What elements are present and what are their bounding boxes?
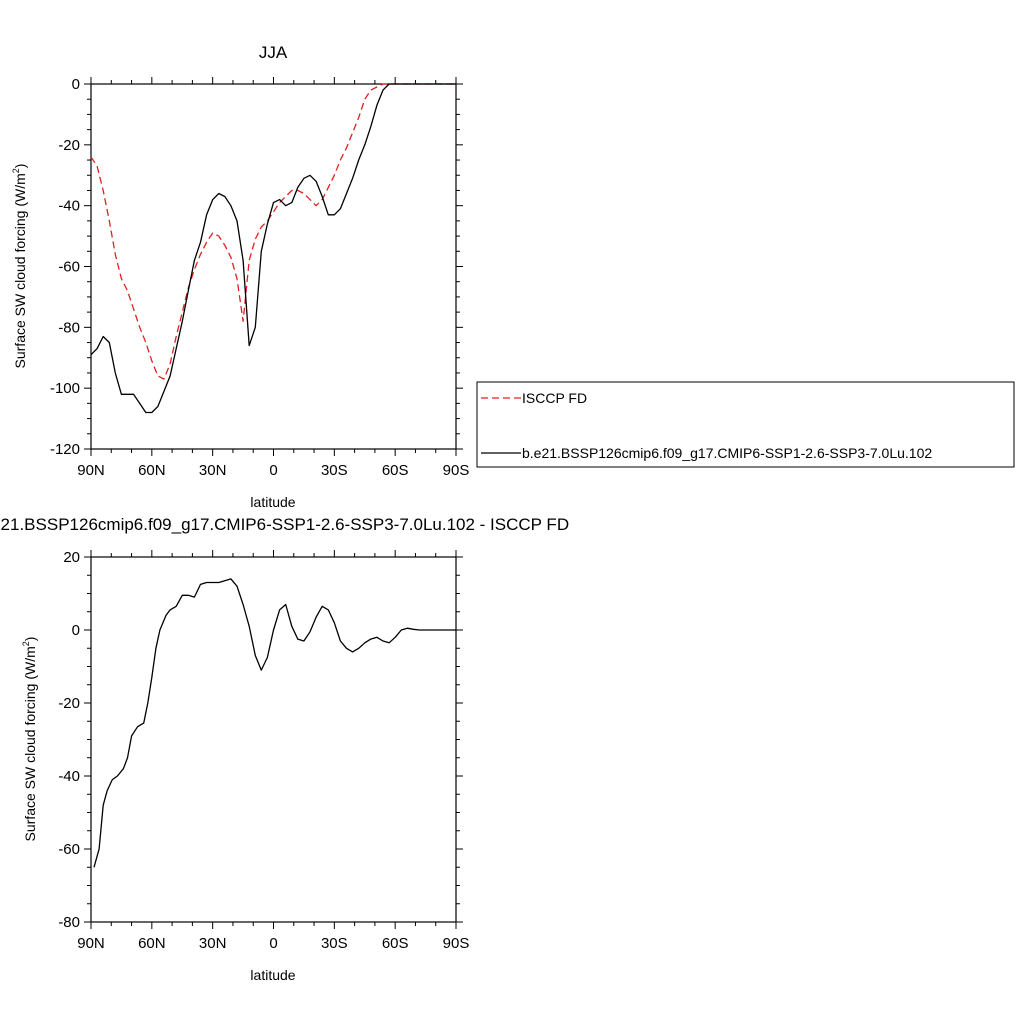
bottom-chart-y-axis-label: Surface SW cloud forcing (W/m2)	[21, 637, 38, 842]
top-chart-x-tick-label: 60S	[382, 462, 409, 479]
bottom-chart-x-tick-label: 90S	[443, 935, 470, 952]
top-chart-y-tick-label: 0	[72, 76, 80, 93]
bottom-chart-y-tick-label: -60	[58, 841, 80, 858]
top-chart-y-tick-label: -100	[50, 380, 80, 397]
top-chart-y-tick-label: -60	[58, 259, 80, 276]
top-chart-y-tick-label: -80	[58, 319, 80, 336]
top-chart-y-axis-label-main: Surface SW cloud forcing (W/m	[12, 173, 28, 368]
bottom-chart-x-tick-label: 60S	[382, 935, 409, 952]
bottom-chart-title: b.e21.BSSP126cmip6.f09_g17.CMIP6-SSP1-2.…	[0, 515, 569, 534]
bottom-chart-panel: b.e21.BSSP126cmip6.f09_g17.CMIP6-SSP1-2.…	[0, 515, 569, 983]
bottom-chart-y-tick-label: -40	[58, 768, 80, 785]
top-chart-series	[90, 83, 456, 414]
top-chart-y-tick-label: -120	[50, 441, 80, 458]
bottom-chart-x-tick-label: 30N	[199, 935, 227, 952]
bottom-chart-series	[93, 578, 456, 868]
top-chart-title: JJA	[259, 43, 288, 62]
top-chart-x-tick-label: 90N	[77, 462, 105, 479]
legend-label-model: b.e21.BSSP126cmip6.f09_g17.CMIP6-SSP1-2.…	[522, 445, 932, 461]
bottom-chart-x-tick-label: 0	[269, 935, 277, 952]
top-chart-x-tick-label: 0	[269, 462, 277, 479]
top-chart-y-tick-label: -20	[58, 137, 80, 154]
bottom-chart-x-tick-label: 30S	[321, 935, 348, 952]
top-chart-x-tick-label: 90S	[443, 462, 470, 479]
bottom-chart-y-axis-label-close: )	[22, 637, 38, 642]
bottom-chart-x-axis-label: latitude	[250, 967, 295, 983]
bottom-chart-y-tick-label: 20	[63, 549, 80, 566]
top-chart-y-axis-label: Surface SW cloud forcing (W/m2)	[11, 164, 28, 369]
top-chart-x-tick-label: 30N	[199, 462, 227, 479]
top-chart-y-axis-label-close: )	[12, 164, 28, 169]
top-chart-y-tick-label: -40	[58, 198, 80, 215]
bottom-chart-y-axis-label-main: Surface SW cloud forcing (W/m	[22, 646, 38, 841]
top-chart-x-axis-label: latitude	[250, 494, 295, 510]
top-chart-series-line-1	[90, 83, 456, 414]
legend-box	[476, 381, 1015, 468]
bottom-chart-y-tick-label: 0	[72, 622, 80, 639]
bottom-chart-x-tick-label: 60N	[138, 935, 166, 952]
bottom-chart-y-tick-label: -80	[58, 914, 80, 931]
top-chart-x-tick-label: 30S	[321, 462, 348, 479]
top-chart-y-axis-label-superscript: 2	[11, 168, 21, 173]
top-chart-legend: ISCCP FD b.e21.BSSP126cmip6.f09_g17.CMIP…	[476, 381, 1015, 468]
bottom-chart-x-tick-label: 90N	[77, 935, 105, 952]
bottom-chart-y-axis-label-superscript: 2	[21, 641, 31, 646]
bottom-chart-y-tick-label: -20	[58, 695, 80, 712]
top-chart-ticks: 90N 60N 30N 0 30S 60S 90S 0 -20 -40 -60 -80 -100 -120	[50, 76, 469, 479]
bottom-chart-ticks: 90N 60N 30N 0 30S 60S 90S 20 0 -20 -40 -60 -80	[58, 549, 469, 952]
top-chart-x-tick-label: 60N	[138, 462, 166, 479]
top-chart-panel: JJA 90N 60N 30N 0 30S 60S 90S 0 -20 -40 -60 -80 -100…	[11, 43, 1015, 510]
legend-label-isccp: ISCCP FD	[522, 390, 587, 406]
bottom-chart-series-line-0	[93, 578, 456, 868]
